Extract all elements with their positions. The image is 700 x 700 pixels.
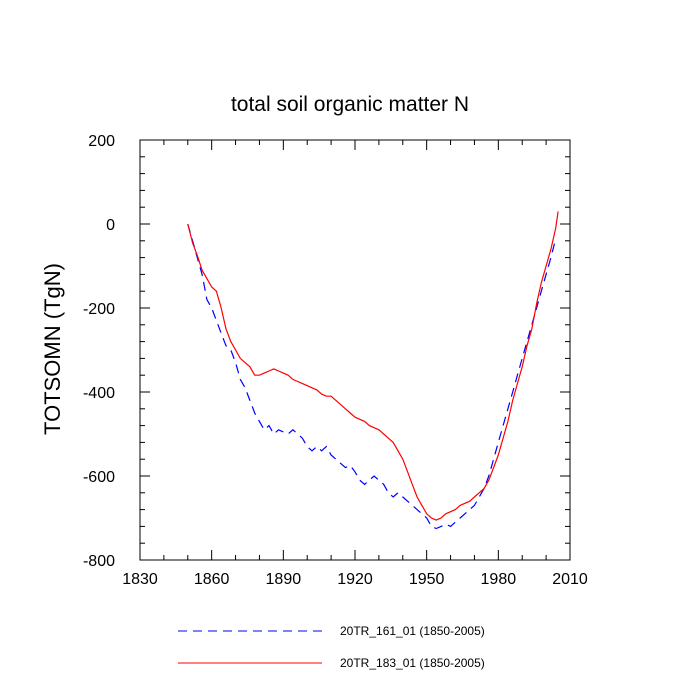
y-tick-label: -800 bbox=[83, 553, 115, 570]
series-line-1 bbox=[187, 223, 557, 530]
y-tick-label: -200 bbox=[83, 301, 115, 318]
series-line-2 bbox=[187, 211, 559, 521]
x-tick-label: 2010 bbox=[552, 571, 588, 588]
y-tick-label: 200 bbox=[88, 133, 115, 150]
y-tick-label: -600 bbox=[83, 469, 115, 486]
x-tick-label: 1860 bbox=[194, 571, 230, 588]
y-axis-label: TOTSOMN (TgN) bbox=[40, 263, 65, 435]
legend-label-1: 20TR_161_01 (1850-2005) bbox=[340, 624, 485, 638]
legend-label-2: 20TR_183_01 (1850-2005) bbox=[340, 656, 485, 670]
x-tick-label: 1830 bbox=[122, 571, 158, 588]
x-tick-label: 1890 bbox=[266, 571, 302, 588]
legend: 20TR_161_01 (1850-2005) 20TR_183_01 (1850… bbox=[178, 624, 485, 670]
y-tick-label: -400 bbox=[83, 385, 115, 402]
chart-title: total soil organic matter N bbox=[231, 93, 469, 116]
y-tick-label: 0 bbox=[106, 217, 115, 234]
x-tick-label: 1980 bbox=[481, 571, 517, 588]
x-tick-label: 1920 bbox=[337, 571, 373, 588]
plot-area: 1830 1860 1890 1920 1950 1980 2010 200 0 -200 -400… bbox=[83, 133, 588, 588]
x-tick-label: 1950 bbox=[409, 571, 445, 588]
plot-frame bbox=[139, 139, 571, 561]
